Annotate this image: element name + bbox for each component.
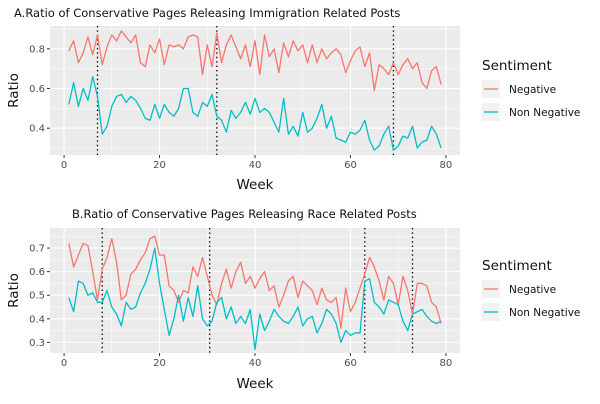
x-tick-label: 40 bbox=[249, 160, 262, 171]
x-tick-label: 0 bbox=[61, 358, 67, 369]
x-tick-label: 60 bbox=[344, 160, 357, 171]
x-axis-title-b: Week bbox=[237, 376, 274, 392]
y-tick-label: 0.4 bbox=[29, 124, 45, 135]
reference-lines-b bbox=[101, 228, 414, 353]
y-ticks-a: 0.4 0.6 0.8 bbox=[29, 44, 50, 135]
x-ticks-b: 0 20 40 60 80 bbox=[61, 353, 452, 369]
series-line-non-negative bbox=[68, 75, 442, 151]
panel-a: A.Ratio of Conservative Pages Releasing … bbox=[6, 6, 580, 193]
x-tick-label: 0 bbox=[61, 160, 67, 171]
y-axis-title-a: Ratio bbox=[6, 73, 22, 108]
y-tick-label: 0.8 bbox=[29, 44, 45, 55]
x-tick-label: 80 bbox=[440, 160, 453, 171]
x-axis-title-a: Week bbox=[237, 177, 274, 193]
series-layer-b bbox=[68, 235, 442, 351]
series-line-negative bbox=[68, 235, 442, 329]
legend-label-negative: Negative bbox=[509, 84, 556, 96]
series-layer-a bbox=[68, 30, 442, 151]
y-tick-label: 0.4 bbox=[29, 314, 45, 325]
legend-items-b: Negative Non Negative bbox=[482, 280, 580, 321]
y-ticks-b: 0.3 0.4 0.5 0.6 0.7 bbox=[29, 244, 50, 349]
chart-title-a: A.Ratio of Conservative Pages Releasing … bbox=[14, 6, 400, 20]
x-tick-label: 20 bbox=[153, 160, 166, 171]
chart-title-b: B.Ratio of Conservative Pages Releasing … bbox=[72, 207, 417, 221]
legend-title-b: Sentiment bbox=[482, 258, 552, 274]
y-tick-label: 0.6 bbox=[29, 84, 45, 95]
y-axis-title-b: Ratio bbox=[6, 273, 22, 308]
legend-items-a: Negative Non Negative bbox=[482, 80, 580, 121]
legend-label-non-negative: Non Negative bbox=[509, 307, 580, 319]
legend-b: Sentiment Negative Non Negative bbox=[482, 258, 580, 321]
series-line-non-negative bbox=[68, 247, 442, 351]
grid-a bbox=[50, 26, 460, 155]
x-tick-label: 80 bbox=[440, 358, 453, 369]
legend-title-a: Sentiment bbox=[482, 58, 552, 74]
y-tick-label: 0.7 bbox=[29, 244, 45, 255]
y-tick-label: 0.3 bbox=[29, 338, 45, 349]
legend-label-negative: Negative bbox=[509, 284, 556, 296]
series-line-negative bbox=[68, 30, 442, 92]
panel-b: B.Ratio of Conservative Pages Releasing … bbox=[6, 207, 580, 392]
legend-label-non-negative: Non Negative bbox=[509, 107, 580, 119]
grid-b bbox=[50, 228, 460, 353]
x-tick-label: 40 bbox=[249, 358, 262, 369]
legend-a: Sentiment Negative Non Negative bbox=[482, 58, 580, 121]
x-tick-label: 60 bbox=[344, 358, 357, 369]
y-tick-label: 0.6 bbox=[29, 267, 45, 278]
x-tick-label: 20 bbox=[153, 358, 166, 369]
y-tick-label: 0.5 bbox=[29, 291, 45, 302]
x-ticks-a: 0 20 40 60 80 bbox=[61, 155, 452, 171]
